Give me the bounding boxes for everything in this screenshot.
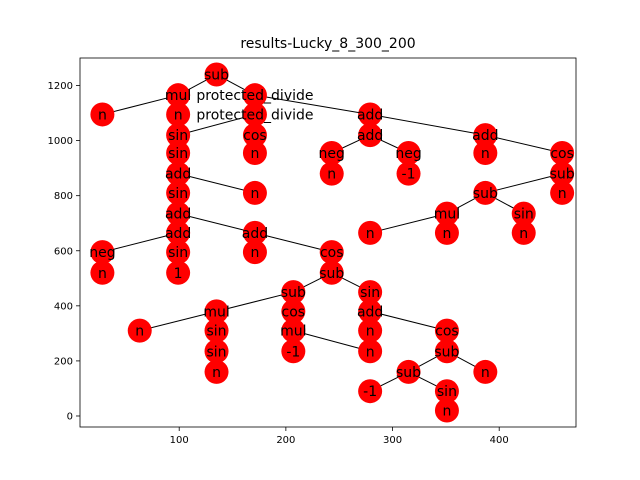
- node-label: n: [327, 167, 336, 183]
- node-label: sin: [437, 384, 457, 400]
- node-label: n: [98, 266, 107, 282]
- node-label: neg: [89, 245, 115, 261]
- node-label: cos: [550, 146, 574, 162]
- chart-title: results-Lucky_8_300_200: [240, 36, 415, 52]
- x-tick-label: 100: [170, 435, 189, 446]
- node-label: mul: [280, 324, 306, 340]
- node-label: cos: [320, 245, 344, 261]
- node-label: -1: [363, 384, 377, 400]
- node-label: n: [250, 245, 259, 261]
- node-label: sin: [168, 128, 188, 144]
- node-label: sub: [473, 186, 498, 202]
- node-label: n: [250, 146, 259, 162]
- node-label: 1: [174, 266, 183, 282]
- node-label: n: [212, 365, 221, 381]
- node-label: n: [558, 186, 567, 202]
- node-label: -1: [286, 344, 300, 360]
- node-label: n: [174, 107, 183, 123]
- node-label: sin: [168, 146, 188, 162]
- x-tick-label: 200: [276, 435, 295, 446]
- node-label: sin: [360, 285, 380, 301]
- node-label: add: [242, 226, 268, 242]
- node-label: sin: [207, 344, 227, 360]
- node-label: -1: [402, 167, 416, 183]
- node-label: sub: [434, 344, 459, 360]
- node-label: add: [357, 304, 383, 320]
- node-label: n: [442, 226, 451, 242]
- node-label: n: [481, 365, 490, 381]
- node-label: add: [357, 128, 383, 144]
- node-label: add: [357, 107, 383, 123]
- node-label: n: [366, 324, 375, 340]
- y-tick-label: 1200: [48, 81, 73, 92]
- node-label: sub: [396, 365, 421, 381]
- node-label: sin: [168, 245, 188, 261]
- node-label: n: [98, 107, 107, 123]
- y-tick-label: 800: [54, 191, 73, 202]
- node-label: cos: [435, 324, 459, 340]
- x-tick-label: 400: [490, 435, 509, 446]
- node-label: protected_divide: [196, 107, 313, 123]
- y-tick-label: 1000: [48, 136, 73, 147]
- node-label: sin: [207, 324, 227, 340]
- node-label: neg: [319, 146, 345, 162]
- node-label: sin: [514, 207, 534, 223]
- y-tick-label: 0: [67, 411, 73, 422]
- node-label: add: [472, 128, 498, 144]
- node-label: sin: [168, 186, 188, 202]
- node-label: add: [165, 226, 191, 242]
- node-label: cos: [243, 128, 267, 144]
- y-tick-label: 200: [54, 356, 73, 367]
- node-label: sub: [319, 266, 344, 282]
- node-label: n: [442, 403, 451, 419]
- node-label: protected_divide: [196, 88, 313, 104]
- node-label: sub: [550, 167, 575, 183]
- node-label: cos: [282, 304, 306, 320]
- node-label: mul: [165, 88, 191, 104]
- node-label: mul: [203, 304, 229, 320]
- x-tick-label: 300: [383, 435, 402, 446]
- node-label: n: [250, 186, 259, 202]
- node-label: n: [481, 146, 490, 162]
- node-label: n: [519, 226, 528, 242]
- node-label: add: [165, 167, 191, 183]
- node-label: n: [366, 226, 375, 242]
- node-label: sub: [281, 285, 306, 301]
- y-tick-label: 600: [54, 246, 73, 257]
- node-label: add: [165, 207, 191, 223]
- node-label: neg: [395, 146, 421, 162]
- node-label: n: [135, 324, 144, 340]
- node-label: n: [366, 344, 375, 360]
- y-tick-label: 400: [54, 301, 73, 312]
- node-label: sub: [204, 68, 229, 84]
- node-label: mul: [434, 207, 460, 223]
